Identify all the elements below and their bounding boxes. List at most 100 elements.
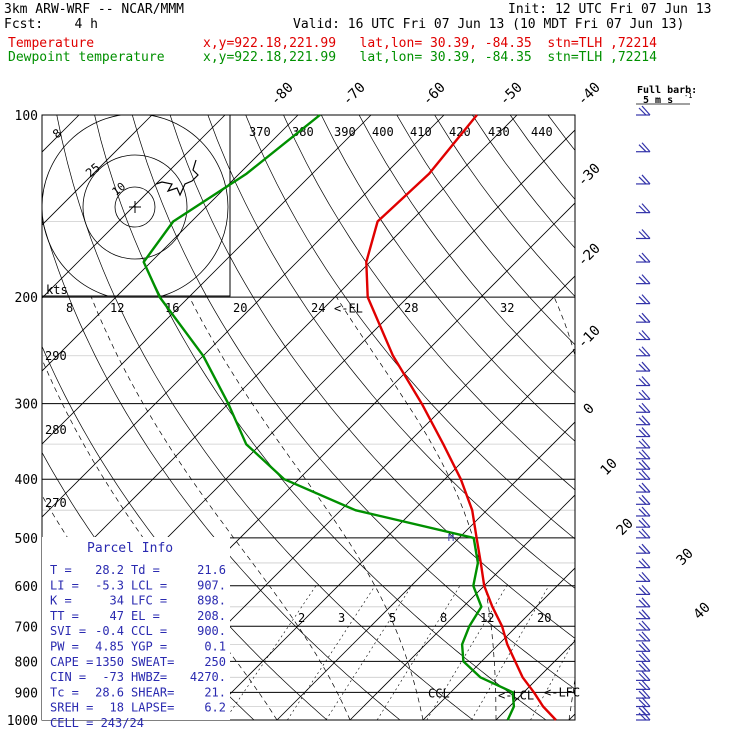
- isotherm-line: [203, 348, 575, 720]
- pressure-label: 300: [15, 398, 38, 413]
- theta-label: 440: [531, 125, 553, 139]
- isotherm-line: [568, 713, 575, 720]
- mixing-ratio-line: [471, 585, 550, 720]
- isotherm-line: [422, 567, 575, 720]
- dry-adiabat-line: [358, 115, 575, 394]
- mixing-ratio-line: [325, 585, 412, 720]
- mixing-ratio-label: 3: [338, 611, 345, 625]
- mixing-ratio-label: 5: [389, 611, 396, 625]
- parcel-param-value: -0.4: [95, 624, 124, 638]
- parcel-param-label: SVI =: [50, 624, 86, 638]
- wind-barb: [636, 402, 651, 413]
- isotherm-line: [349, 494, 575, 720]
- wind-barb: [636, 427, 651, 438]
- parcel-param-label: SREH =: [50, 701, 93, 715]
- wind-barb: [636, 620, 651, 631]
- dewpoint-profile-line: [142, 114, 516, 721]
- parcel-param-value: 28.6: [95, 685, 124, 699]
- wind-barb: [636, 330, 651, 341]
- hodograph-speed-label: 28: [404, 301, 418, 315]
- wind-barb: [636, 661, 651, 672]
- wind-barb: [636, 641, 651, 652]
- pressure-label: 900: [15, 686, 38, 701]
- theta-left-label: 280: [45, 423, 67, 437]
- dry-adiabat-line: [472, 115, 575, 249]
- wind-barb: [636, 203, 651, 214]
- dry-adiabat-line: [207, 115, 575, 589]
- theta-label: 380: [292, 125, 314, 139]
- parcel-param-label: TT =: [50, 609, 79, 623]
- wind-barb: [636, 710, 651, 721]
- isotherm-label: 0: [581, 401, 598, 418]
- parcel-param-label: Td =: [131, 563, 160, 577]
- wind-barb: [636, 376, 651, 387]
- parcel-param-value: 898.: [197, 594, 226, 608]
- level-label-el: <-EL: [334, 301, 363, 315]
- wind-barb: [636, 294, 651, 305]
- isotherm-label: -20: [575, 241, 604, 270]
- max-wind-marker: M: [448, 533, 454, 544]
- wind-barb: [636, 528, 651, 539]
- mixing-ratio-line: [376, 585, 461, 720]
- wind-barb: [636, 252, 651, 263]
- temperature-legend-label: Temperature: [8, 36, 95, 51]
- dry-adiabat-line: [320, 115, 575, 442]
- parcel-param-value: 28.2: [95, 563, 124, 577]
- wind-barb: [636, 584, 651, 595]
- hodograph-speed-label: 32: [500, 301, 514, 315]
- hodograph-speed-label: 24: [311, 301, 325, 315]
- wind-barb: [636, 517, 651, 528]
- theta-left-label: 270: [45, 496, 67, 510]
- theta-label: 370: [249, 125, 271, 139]
- plot-frame: [41, 114, 576, 721]
- parcel-param-value: 6.2: [204, 701, 226, 715]
- isotherm-line: [495, 640, 575, 720]
- temperature-profile-line: [365, 114, 557, 721]
- parcel-param-label: YGP =: [131, 640, 167, 654]
- wind-barb: [636, 346, 651, 357]
- parcel-param-value: 1350: [95, 655, 124, 669]
- wind-barb: [636, 571, 651, 582]
- parcel-param-label: CCL =: [131, 624, 167, 638]
- wind-barb-column: [636, 105, 651, 721]
- wind-barb: [636, 482, 651, 493]
- temperature-location: x,y=922.18,221.99 lat,lon= 30.39, -84.35…: [203, 36, 657, 51]
- wind-barb: [636, 105, 651, 116]
- dewpoint-location: x,y=922.18,221.99 lat,lon= 30.39, -84.35…: [203, 50, 657, 65]
- parcel-param-label: EL =: [131, 609, 160, 623]
- parcel-info-title: Parcel Info: [87, 541, 173, 556]
- pressure-label: 1000: [7, 714, 38, 729]
- wind-barb: [636, 506, 651, 517]
- dry-adiabat-line: [547, 115, 575, 151]
- wind-barb: [636, 459, 651, 470]
- mixing-ratio-label: 12: [480, 611, 494, 625]
- pressure-label: 700: [15, 620, 38, 635]
- moist-adiabat-line: [90, 296, 351, 720]
- isotherm-line: [0, 115, 6, 720]
- theta-left-label: 290: [45, 349, 67, 363]
- wind-barb: [636, 469, 651, 480]
- pressure-label: 400: [15, 473, 38, 488]
- parcel-param-value: 250: [204, 655, 226, 669]
- wind-barb: [636, 174, 651, 185]
- theta-label: 430: [488, 125, 510, 139]
- wind-barb: [636, 389, 651, 400]
- wind-barb: [636, 229, 651, 240]
- mixing-ratio-label: 2: [298, 611, 305, 625]
- model-title: 3km ARW-WRF -- NCAR/MMM: [4, 2, 185, 17]
- wind-barb: [636, 697, 651, 708]
- dry-adiabat-line: [245, 115, 575, 540]
- moist-adiabat-line: [336, 296, 497, 720]
- wind-barb: [636, 449, 651, 460]
- parcel-param-value: 208.: [197, 609, 226, 623]
- wind-barb: [636, 679, 651, 690]
- parcel-param-value: 34: [110, 594, 124, 608]
- level-label-ccl: CCL: [428, 686, 450, 700]
- dry-adiabat-line: [434, 115, 575, 297]
- isotherm-line: [276, 421, 575, 720]
- hodograph-trace: [155, 159, 199, 197]
- parcel-param-value: 900.: [197, 624, 226, 638]
- isotherm-line: [130, 275, 575, 720]
- isotherm-label: -10: [575, 323, 604, 352]
- isotherm-line: [42, 115, 372, 445]
